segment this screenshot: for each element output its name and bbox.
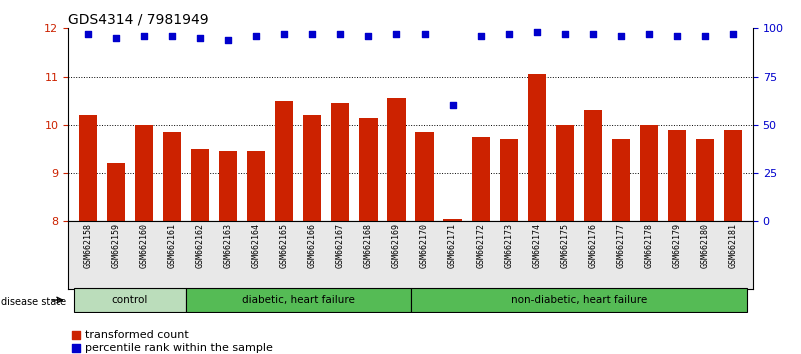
Text: GSM662168: GSM662168	[364, 223, 373, 268]
Text: GSM662160: GSM662160	[139, 223, 148, 268]
Text: GSM662165: GSM662165	[280, 223, 288, 268]
Text: GDS4314 / 7981949: GDS4314 / 7981949	[68, 12, 209, 27]
Point	[698, 33, 711, 39]
Point	[390, 31, 403, 37]
Bar	[584, 110, 602, 221]
Point	[586, 31, 599, 37]
FancyBboxPatch shape	[74, 288, 186, 312]
Text: diabetic, heart failure: diabetic, heart failure	[242, 295, 355, 305]
Text: disease state: disease state	[1, 297, 66, 307]
Point	[306, 31, 319, 37]
Text: GSM662162: GSM662162	[195, 223, 204, 268]
Text: GSM662180: GSM662180	[701, 223, 710, 268]
Point	[614, 33, 627, 39]
Point	[70, 332, 83, 338]
Text: control: control	[111, 295, 148, 305]
Bar	[107, 164, 125, 221]
Text: GSM662175: GSM662175	[561, 223, 570, 268]
Text: GSM662166: GSM662166	[308, 223, 316, 268]
Bar	[724, 130, 743, 221]
Text: GSM662169: GSM662169	[392, 223, 401, 268]
Bar	[332, 103, 349, 221]
Point	[82, 31, 95, 37]
Text: GSM662178: GSM662178	[645, 223, 654, 268]
Bar	[191, 149, 209, 221]
Text: GSM662171: GSM662171	[448, 223, 457, 268]
Text: transformed count: transformed count	[85, 330, 189, 340]
Text: percentile rank within the sample: percentile rank within the sample	[85, 343, 273, 353]
FancyBboxPatch shape	[186, 288, 410, 312]
Text: GSM662158: GSM662158	[83, 223, 92, 268]
Text: non-diabetic, heart failure: non-diabetic, heart failure	[511, 295, 647, 305]
Point	[138, 33, 151, 39]
Bar	[135, 125, 153, 221]
Point	[670, 33, 683, 39]
Bar	[444, 219, 461, 221]
Bar	[696, 139, 714, 221]
Point	[727, 31, 739, 37]
Text: GSM662174: GSM662174	[533, 223, 541, 268]
Bar	[360, 118, 377, 221]
Point	[222, 37, 235, 43]
Bar	[275, 101, 293, 221]
Text: GSM662176: GSM662176	[589, 223, 598, 268]
Point	[250, 33, 263, 39]
Text: GSM662181: GSM662181	[729, 223, 738, 268]
Text: GSM662159: GSM662159	[111, 223, 120, 268]
Point	[642, 31, 655, 37]
FancyBboxPatch shape	[410, 288, 747, 312]
Point	[362, 33, 375, 39]
Point	[70, 346, 83, 351]
Bar	[528, 74, 546, 221]
Bar	[668, 130, 686, 221]
Point	[558, 31, 571, 37]
Point	[278, 31, 291, 37]
Text: GSM662177: GSM662177	[617, 223, 626, 268]
Bar	[303, 115, 321, 221]
Bar	[556, 125, 574, 221]
Text: GSM662161: GSM662161	[167, 223, 176, 268]
Bar	[640, 125, 658, 221]
Point	[166, 33, 179, 39]
Bar	[612, 139, 630, 221]
Point	[418, 31, 431, 37]
Bar	[388, 98, 405, 221]
Point	[194, 35, 207, 41]
Text: GSM662170: GSM662170	[420, 223, 429, 268]
Point	[110, 35, 123, 41]
Text: GSM662172: GSM662172	[476, 223, 485, 268]
Point	[334, 31, 347, 37]
Point	[446, 103, 459, 108]
Bar	[416, 132, 433, 221]
Bar	[500, 139, 518, 221]
Bar	[219, 151, 237, 221]
Bar	[247, 151, 265, 221]
Text: GSM662173: GSM662173	[505, 223, 513, 268]
Point	[530, 29, 543, 35]
Text: GSM662163: GSM662163	[223, 223, 232, 268]
Bar	[163, 132, 181, 221]
Point	[502, 31, 515, 37]
Bar	[78, 115, 97, 221]
Bar	[472, 137, 489, 221]
Text: GSM662167: GSM662167	[336, 223, 345, 268]
Point	[474, 33, 487, 39]
Text: GSM662179: GSM662179	[673, 223, 682, 268]
Text: GSM662164: GSM662164	[252, 223, 260, 268]
